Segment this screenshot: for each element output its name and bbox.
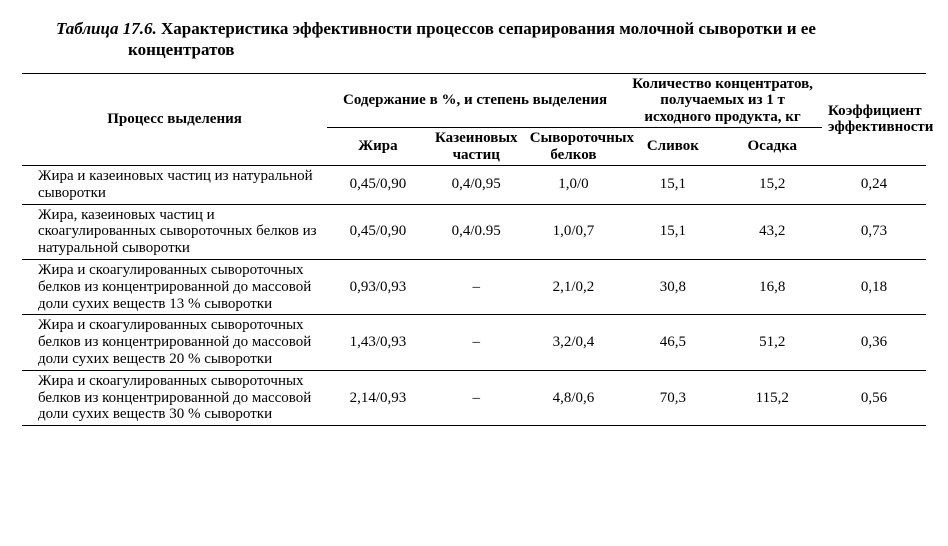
cell-desc: Жира, казеиновых частиц и скоагулированн… bbox=[22, 204, 327, 259]
table-row: Жира и казеиновых частиц из натуральной … bbox=[22, 166, 926, 205]
col-wheyprot: Сывороточных белков bbox=[524, 128, 623, 166]
cell-coef: 0,18 bbox=[822, 259, 926, 314]
col-sediment: Осадка bbox=[723, 128, 822, 166]
cell-casein: 0,4/0.95 bbox=[429, 204, 524, 259]
cell-wheyprot: 1,0/0 bbox=[524, 166, 623, 205]
cell-cream: 70,3 bbox=[623, 370, 722, 425]
col-group-content: Содержание в %, и степень выделения bbox=[327, 73, 623, 128]
cell-wheyprot: 4,8/0,6 bbox=[524, 370, 623, 425]
cell-sediment: 51,2 bbox=[723, 315, 822, 370]
cell-casein: 0,4/0,95 bbox=[429, 166, 524, 205]
cell-fat: 0,93/0,93 bbox=[327, 259, 429, 314]
cell-coef: 0,36 bbox=[822, 315, 926, 370]
caption-label: Таблица 17.6. bbox=[56, 19, 157, 38]
cell-fat: 0,45/0,90 bbox=[327, 204, 429, 259]
cell-coef: 0,73 bbox=[822, 204, 926, 259]
cell-wheyprot: 3,2/0,4 bbox=[524, 315, 623, 370]
col-cream: Сливок bbox=[623, 128, 722, 166]
cell-cream: 15,1 bbox=[623, 166, 722, 205]
cell-sediment: 16,8 bbox=[723, 259, 822, 314]
cell-coef: 0,24 bbox=[822, 166, 926, 205]
cell-casein: – bbox=[429, 259, 524, 314]
col-coef: Коэффициент эффективности bbox=[822, 73, 926, 166]
table-row: Жира и скоагулированных сывороточных бел… bbox=[22, 315, 926, 370]
table-caption: Таблица 17.6. Характеристика эффективнос… bbox=[126, 18, 926, 61]
cell-desc: Жира и скоагулированных сывороточных бел… bbox=[22, 259, 327, 314]
cell-casein: – bbox=[429, 370, 524, 425]
col-fat: Жира bbox=[327, 128, 429, 166]
cell-sediment: 115,2 bbox=[723, 370, 822, 425]
col-group-quantity: Количество концентратов, получаемых из 1… bbox=[623, 73, 822, 128]
table-row: Жира и скоагулированных сывороточных бел… bbox=[22, 259, 926, 314]
table-row: Жира и скоагулированных сывороточных бел… bbox=[22, 370, 926, 425]
table-row: Жира, казеиновых частиц и скоагулированн… bbox=[22, 204, 926, 259]
cell-sediment: 43,2 bbox=[723, 204, 822, 259]
cell-fat: 0,45/0,90 bbox=[327, 166, 429, 205]
cell-desc: Жира и скоагулированных сывороточных бел… bbox=[22, 370, 327, 425]
cell-wheyprot: 2,1/0,2 bbox=[524, 259, 623, 314]
cell-fat: 2,14/0,93 bbox=[327, 370, 429, 425]
cell-desc: Жира и казеиновых частиц из натуральной … bbox=[22, 166, 327, 205]
cell-casein: – bbox=[429, 315, 524, 370]
cell-sediment: 15,2 bbox=[723, 166, 822, 205]
cell-fat: 1,43/0,93 bbox=[327, 315, 429, 370]
data-table: Процесс выделения Содержание в %, и степ… bbox=[22, 73, 926, 427]
cell-coef: 0,56 bbox=[822, 370, 926, 425]
cell-cream: 46,5 bbox=[623, 315, 722, 370]
caption-title: Характеристика эффективности процессов с… bbox=[128, 19, 816, 59]
cell-wheyprot: 1,0/0,7 bbox=[524, 204, 623, 259]
cell-cream: 30,8 bbox=[623, 259, 722, 314]
cell-cream: 15,1 bbox=[623, 204, 722, 259]
col-process: Процесс выделения bbox=[22, 73, 327, 166]
cell-desc: Жира и скоагулированных сывороточных бел… bbox=[22, 315, 327, 370]
col-casein: Казеиновых частиц bbox=[429, 128, 524, 166]
